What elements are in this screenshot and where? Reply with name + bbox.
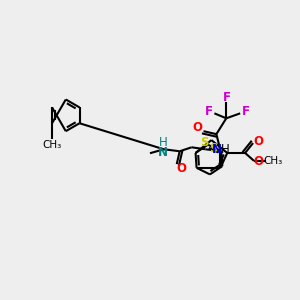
Text: S: S xyxy=(209,142,218,154)
Text: H: H xyxy=(158,136,167,149)
Text: O: O xyxy=(193,121,202,134)
Text: CH₃: CH₃ xyxy=(42,140,62,150)
Text: CH₃: CH₃ xyxy=(263,156,283,166)
Text: O: O xyxy=(253,135,263,148)
Text: F: F xyxy=(223,91,231,104)
Text: S: S xyxy=(200,136,209,149)
Text: F: F xyxy=(205,105,212,118)
Text: H: H xyxy=(221,142,230,155)
Text: N: N xyxy=(212,142,221,155)
Text: F: F xyxy=(242,105,250,118)
Text: O: O xyxy=(253,155,263,168)
Text: N: N xyxy=(158,146,168,159)
Text: O: O xyxy=(177,162,187,175)
